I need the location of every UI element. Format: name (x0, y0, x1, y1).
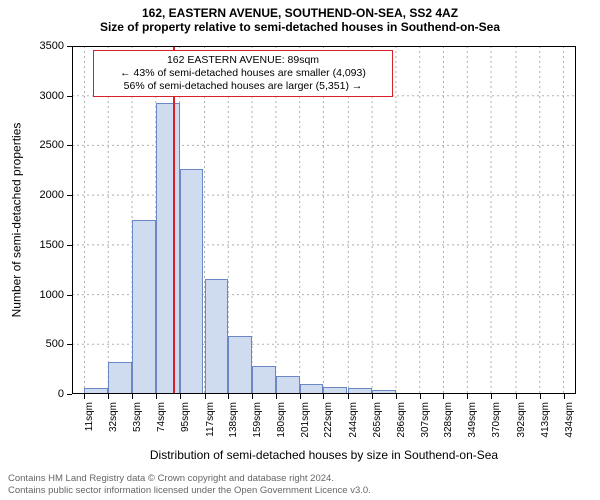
x-tick-mark (156, 394, 157, 399)
x-tick-label: 244sqm (348, 402, 359, 438)
x-tick-label: 222sqm (323, 402, 334, 438)
x-tick-mark (323, 394, 324, 399)
x-axis: 11sqm 32sqm 53sqm 74sqm 95sqm 117sqm 138sqm 159… (72, 394, 576, 454)
x-tick-label: 434sqm (564, 402, 575, 438)
x-tick-mark (516, 394, 517, 399)
y-axis: 0500100015002000250030003500 (0, 46, 72, 394)
x-tick-label: 286sqm (396, 402, 407, 438)
footer-line-2: Contains public sector information licen… (8, 485, 592, 496)
x-tick-mark (84, 394, 85, 399)
x-tick-mark (180, 394, 181, 399)
annotation-line-3: 56% of semi-detached houses are larger (… (100, 80, 386, 93)
x-tick-mark (540, 394, 541, 399)
x-tick-label: 413sqm (540, 402, 551, 438)
x-tick-label: 53sqm (132, 402, 143, 432)
x-axis-label: Distribution of semi-detached houses by … (72, 448, 576, 462)
y-tick-label: 500 (46, 338, 64, 350)
x-tick-mark (396, 394, 397, 399)
y-tick-label: 1500 (40, 239, 64, 251)
x-tick-mark (300, 394, 301, 399)
x-tick-label: 117sqm (205, 402, 216, 437)
x-tick-mark (205, 394, 206, 399)
x-tick-label: 328sqm (443, 402, 454, 438)
x-tick-mark (467, 394, 468, 399)
x-tick-label: 201sqm (300, 402, 311, 438)
x-tick-mark (372, 394, 373, 399)
plot-border (72, 46, 576, 394)
x-tick-label: 265sqm (372, 402, 383, 438)
x-tick-label: 32sqm (108, 402, 119, 432)
x-tick-label: 74sqm (156, 402, 167, 432)
annotation-line-2: ← 43% of semi-detached houses are smalle… (100, 67, 386, 80)
x-tick-label: 307sqm (420, 402, 431, 438)
plot-area (72, 46, 576, 394)
x-tick-label: 95sqm (180, 402, 191, 432)
x-tick-label: 138sqm (228, 402, 239, 438)
footer-attribution: Contains HM Land Registry data © Crown c… (8, 473, 592, 496)
footer-line-1: Contains HM Land Registry data © Crown c… (8, 473, 592, 484)
y-tick-label: 3000 (40, 90, 64, 102)
chart-title: 162, EASTERN AVENUE, SOUTHEND-ON-SEA, SS… (0, 0, 600, 20)
x-tick-mark (491, 394, 492, 399)
x-tick-mark (132, 394, 133, 399)
y-tick-label: 2000 (40, 189, 64, 201)
x-tick-label: 11sqm (84, 402, 95, 431)
y-tick-label: 1000 (40, 289, 64, 301)
x-tick-mark (276, 394, 277, 399)
x-tick-label: 370sqm (491, 402, 502, 438)
x-tick-label: 180sqm (276, 402, 287, 438)
y-tick-label: 2500 (40, 139, 64, 151)
x-tick-mark (348, 394, 349, 399)
y-tick-label: 0 (58, 388, 64, 400)
x-tick-mark (564, 394, 565, 399)
x-tick-label: 392sqm (516, 402, 527, 438)
y-tick-label: 3500 (40, 40, 64, 52)
annotation-box: 162 EASTERN AVENUE: 89sqm ← 43% of semi-… (93, 50, 393, 97)
x-tick-label: 349sqm (467, 402, 478, 438)
x-tick-mark (252, 394, 253, 399)
annotation-line-1: 162 EASTERN AVENUE: 89sqm (100, 54, 386, 67)
x-tick-mark (108, 394, 109, 399)
chart-subtitle: Size of property relative to semi-detach… (0, 20, 600, 38)
chart-container: 162, EASTERN AVENUE, SOUTHEND-ON-SEA, SS… (0, 0, 600, 500)
x-tick-mark (228, 394, 229, 399)
x-tick-mark (420, 394, 421, 399)
x-tick-label: 159sqm (252, 402, 263, 438)
x-tick-mark (443, 394, 444, 399)
